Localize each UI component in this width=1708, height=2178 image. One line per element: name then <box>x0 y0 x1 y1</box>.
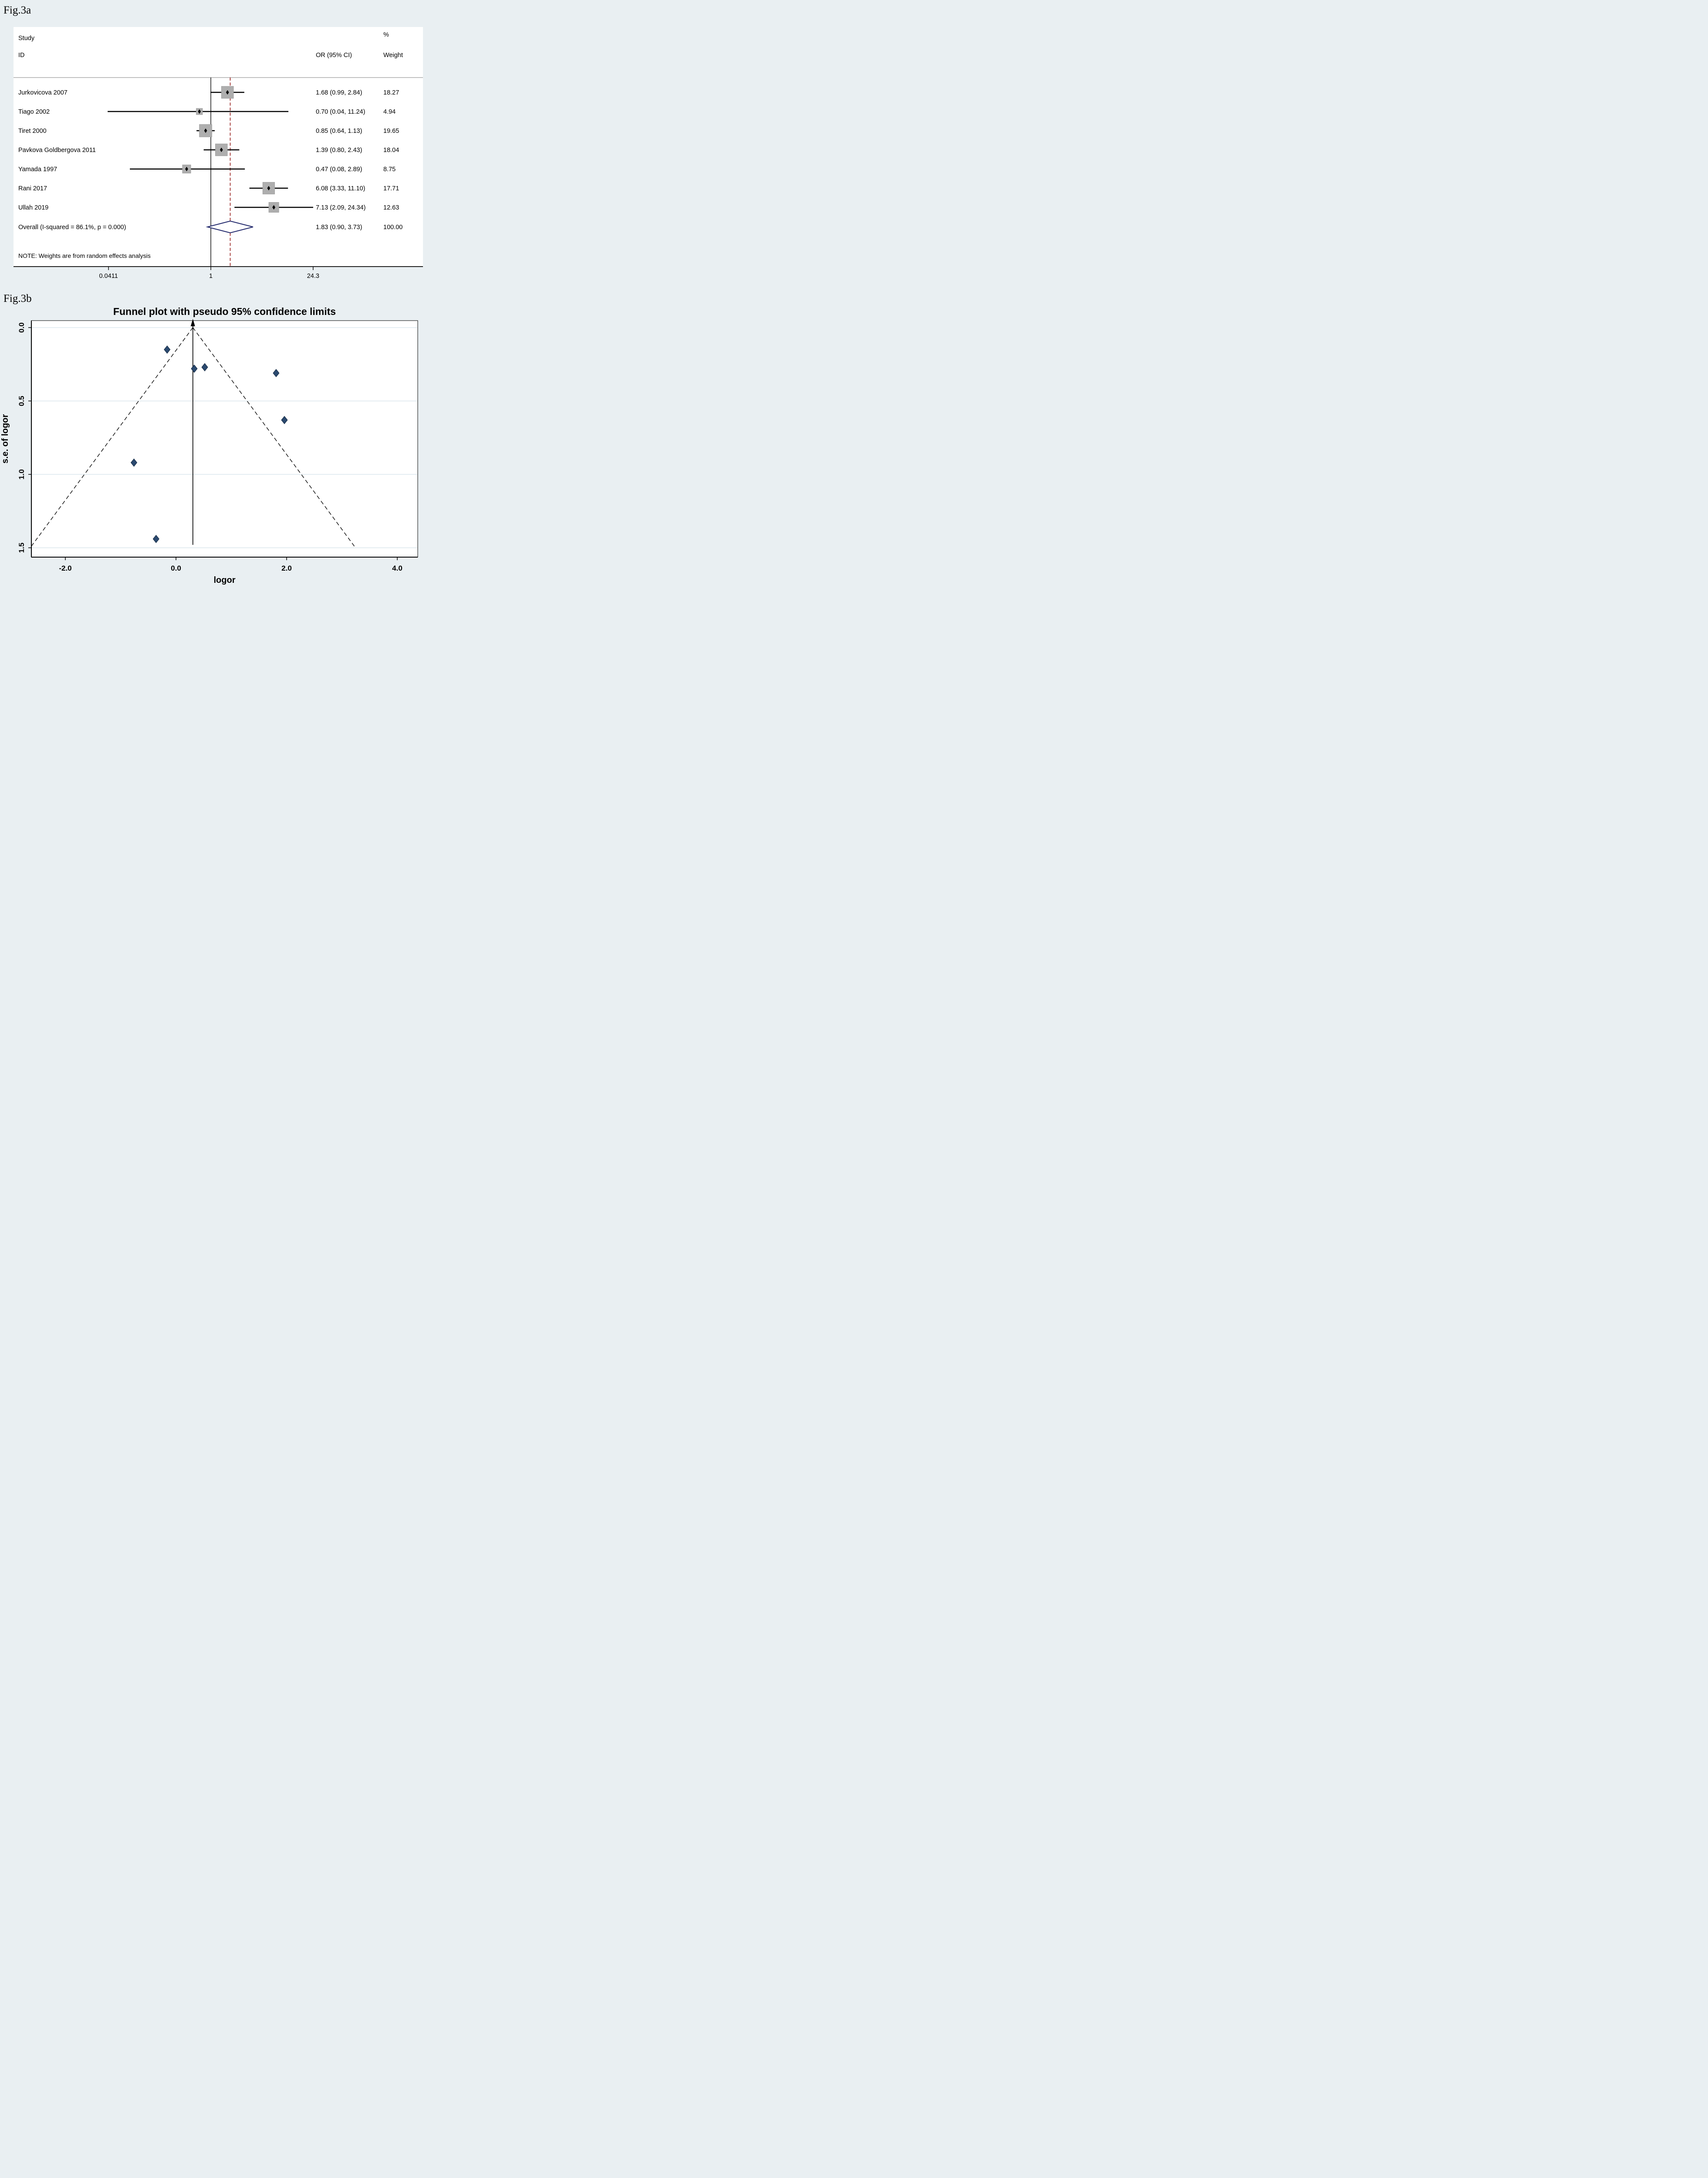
overall-or-value: 1.83 (0.90, 3.73) <box>316 224 362 231</box>
x-tick-label: 4.0 <box>392 564 402 572</box>
or-ci-value: 1.68 (0.99, 2.84) <box>316 89 362 96</box>
weight-value: 18.04 <box>383 147 399 154</box>
funnel-point <box>152 534 159 543</box>
forest-header-or: OR (95% CI) <box>316 52 352 59</box>
panel-b-label: Fig.3b <box>3 293 32 304</box>
study-row-label: Pavkova Goldbergova 2011 <box>18 147 96 154</box>
effect-point <box>267 186 271 191</box>
funnel-point <box>273 369 280 377</box>
or-ci-value: 6.08 (3.33, 11.10) <box>316 185 365 192</box>
or-ci-value: 0.47 (0.08, 2.89) <box>316 166 362 173</box>
effect-point <box>198 109 201 114</box>
study-row-label: Rani 2017 <box>18 185 47 192</box>
or-ci-value: 0.70 (0.04, 11.24) <box>316 108 365 115</box>
y-tick-label: 0.0 <box>17 322 26 333</box>
figure-page: Fig.3a Study ID% OR (95% CI) Weight Jurkovic… <box>0 0 427 598</box>
funnel-point <box>281 416 288 424</box>
study-row-label: Yamada 1997 <box>18 166 57 173</box>
forest-note: NOTE: Weights are from random effects an… <box>18 252 151 259</box>
overall-label: Overall (I-squared = 86.1%, p = 0.000) <box>18 224 126 231</box>
panel-a-label: Fig.3a <box>3 4 31 16</box>
funnel-point <box>191 364 198 373</box>
study-row-label: Tiret 2000 <box>18 128 47 135</box>
weight-value: 8.75 <box>383 166 396 173</box>
weight-value: 4.94 <box>383 108 396 115</box>
center-line-arrow <box>190 319 195 326</box>
x-tick-label: 0.0 <box>171 564 181 572</box>
y-tick-label: 0.5 <box>17 396 26 406</box>
or-ci-value: 1.39 (0.80, 2.43) <box>316 147 362 154</box>
study-row-label: Ullah 2019 <box>18 204 48 211</box>
forest-header-weight: Weight <box>383 52 403 59</box>
overall-weight-value: 100.00 <box>383 224 402 231</box>
or-ci-value: 7.13 (2.09, 24.34) <box>316 204 365 211</box>
x-tick-label: 0.0411 <box>99 273 118 280</box>
or-ci-value: 0.85 (0.64, 1.13) <box>316 128 362 135</box>
weight-value: 12.63 <box>383 204 399 211</box>
funnel-point <box>130 458 138 467</box>
funnel-point <box>201 363 208 372</box>
funnel-plot: Funnel plot with pseudo 95% confidence l… <box>0 306 418 585</box>
effect-point <box>185 166 188 172</box>
y-tick-label: 1.5 <box>17 543 26 553</box>
x-tick-label: 24.3 <box>307 273 319 280</box>
weight-value: 19.65 <box>383 128 399 135</box>
funnel-point <box>164 345 171 354</box>
x-tick-label: 1 <box>209 273 213 280</box>
forest-header-id: ID <box>18 52 25 59</box>
forest-header-study: Study <box>18 35 35 42</box>
x-tick-label: -2.0 <box>59 564 71 572</box>
study-row-label: Tiago 2002 <box>18 108 50 115</box>
funnel-x-axis-title: logor <box>214 575 236 585</box>
effect-point <box>272 205 275 210</box>
effect-point <box>204 128 207 133</box>
effect-point <box>226 90 229 95</box>
x-tick-label: 2.0 <box>281 564 292 572</box>
study-row-label: Jurkovicova 2007 <box>18 89 68 96</box>
funnel-panel <box>31 320 418 558</box>
funnel-y-axis-title: s.e. of logor <box>0 414 10 464</box>
weight-value: 18.27 <box>383 89 399 96</box>
forest-header-percent: % <box>383 31 389 38</box>
y-tick-label: 1.0 <box>17 469 26 480</box>
funnel-title: Funnel plot with pseudo 95% confidence l… <box>113 306 336 317</box>
weight-value: 17.71 <box>383 185 399 192</box>
effect-point <box>220 147 223 152</box>
forest-plot: Study ID% OR (95% CI) Weight Jurkovicova 200… <box>14 27 423 280</box>
overall-diamond <box>206 220 254 233</box>
